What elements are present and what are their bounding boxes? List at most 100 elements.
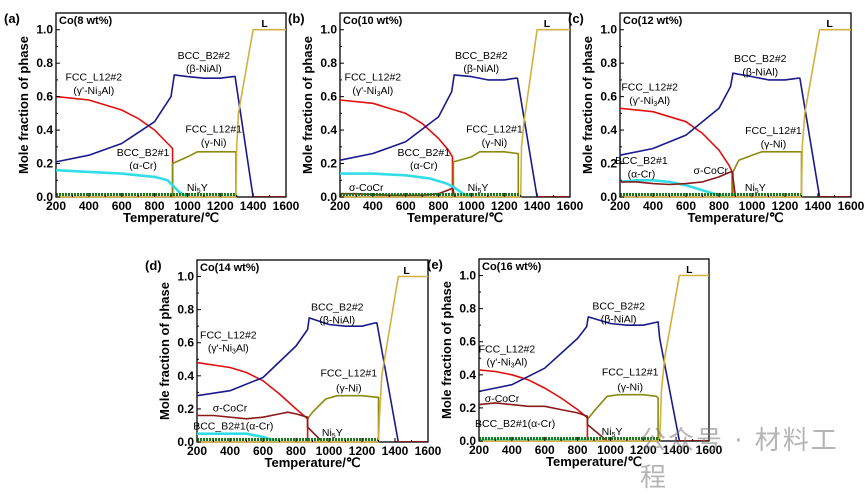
watermark: 公众号 · 材料工程 <box>640 426 839 493</box>
y-axis-label: Mole fraction of phase <box>580 36 595 174</box>
phase-annotation: (γ-Ni) <box>617 381 643 393</box>
y-tick-label: 0.0 <box>600 190 617 204</box>
series-line-fcc-l12-1 <box>452 151 520 197</box>
phase-annotation: σ-CoCr <box>694 165 729 177</box>
phase-annotation: σ-CoCr <box>349 182 384 194</box>
phase-annotation: FCC_L12#2 <box>65 72 122 84</box>
y-axis-label: Mole fraction of phase <box>157 282 172 420</box>
x-tick-label: 1200 <box>207 199 234 213</box>
series-line-bcc-b2-2 <box>196 317 400 443</box>
phase-annotation: (γ'-Ni3Al) <box>208 343 249 356</box>
series-line--cocr <box>620 171 737 198</box>
phase-annotation: L <box>826 18 833 30</box>
phase-annotation: (γ-Ni) <box>336 382 362 394</box>
series-line-bcc-b2-2 <box>619 72 821 198</box>
x-tick-label: 1000 <box>739 199 766 213</box>
y-tick-label: 0.2 <box>600 157 617 171</box>
phase-annotation: FCC_L12#1 <box>745 125 802 137</box>
x-tick-label: 1600 <box>557 199 584 213</box>
y-tick-label: 0.8 <box>320 56 337 70</box>
series-line-bcc-b2-1 <box>55 168 189 199</box>
panel-label: (e) <box>427 257 443 272</box>
series-line-fcc-l12-1 <box>732 151 803 197</box>
x-tick-label: 1000 <box>316 444 343 458</box>
x-tick-label: 1600 <box>696 443 723 457</box>
panel-title: Co(14 wt%) <box>200 262 260 274</box>
phase-annotation: Ni5Y <box>187 182 208 195</box>
x-tick-label: 200 <box>187 444 207 458</box>
y-axis-label: Mole fraction of phase <box>300 36 315 174</box>
y-tick-label: 0.0 <box>177 435 194 449</box>
phase-annotation: L <box>261 18 268 30</box>
x-tick-label: 200 <box>610 199 630 213</box>
series-line-l <box>340 28 570 198</box>
x-tick-label: 400 <box>643 199 663 213</box>
phase-annotation: (γ-Ni) <box>482 137 508 149</box>
y-tick-label: 0.4 <box>320 123 337 137</box>
panel-c: 200 400 600 800 1000 1200 1400 1600 0.0 0.2 0.4 0.6… <box>568 11 865 225</box>
phase-fraction-figure: 200 400 600 800 1000 1200 1400 1600 0.0 0.2 0.4 0.6… <box>4 11 865 470</box>
phase-annotation: (β-NiAl) <box>601 314 637 326</box>
x-tick-label: 400 <box>502 443 522 457</box>
panel-label: (a) <box>4 11 20 26</box>
x-tick-label: 400 <box>363 199 383 213</box>
x-tick-label: 400 <box>79 199 99 213</box>
phase-annotation: L <box>686 264 693 276</box>
panel-title: Co(10 wt%) <box>343 15 403 27</box>
phase-annotation: (β-NiAl) <box>463 63 499 75</box>
series-line-fcc-l12-2 <box>339 99 454 197</box>
series-line-fcc-l12-1 <box>171 151 237 197</box>
phase-annotation: L <box>403 265 410 277</box>
x-tick-label: 1200 <box>772 199 799 213</box>
y-tick-label: 0.2 <box>177 402 194 416</box>
series-line-l <box>197 275 428 443</box>
phase-annotation: (γ-Ni) <box>761 138 787 150</box>
x-tick-label: 1400 <box>240 199 267 213</box>
series-line-bcc-b2-2 <box>478 316 681 442</box>
phase-annotation: BCC_B2#2 <box>311 301 364 313</box>
phase-annotation: FCC_L12#1 <box>320 368 377 380</box>
phase-annotation: BCC_B2#1 <box>398 147 451 159</box>
x-tick-label: 800 <box>286 444 306 458</box>
phase-annotation: FCC_L12#1 <box>602 367 659 379</box>
x-tick-label: 600 <box>112 199 132 213</box>
y-axis-label: Mole fraction of phase <box>439 281 454 419</box>
panel-a: 200 400 600 800 1000 1200 1400 1600 0.0 0.2 0.4 0.6… <box>4 11 300 225</box>
x-tick-label: 1000 <box>174 199 201 213</box>
x-tick-label: 1400 <box>805 199 832 213</box>
x-tick-label: 400 <box>220 444 240 458</box>
y-tick-label: 0.8 <box>600 56 617 70</box>
panel-d: 200 400 600 800 1000 1200 1400 1600 0.0 0.2 0.4 0.6… <box>145 258 442 470</box>
x-tick-label: 200 <box>46 199 66 213</box>
y-tick-label: 0.4 <box>459 368 476 382</box>
phase-annotation: Ni5Y <box>602 426 623 439</box>
y-tick-label: 0.8 <box>459 302 476 316</box>
y-tick-label: 0.0 <box>320 190 337 204</box>
phase-annotation: BCC_B2#2 <box>734 53 787 65</box>
phase-annotation: BCC_B2#1(α-Cr) <box>475 418 555 430</box>
phase-annotation: Ni5Y <box>468 182 489 195</box>
y-axis-label: Mole fraction of phase <box>16 36 31 174</box>
y-tick-label: 0.2 <box>36 157 53 171</box>
y-tick-label: 0.6 <box>459 335 476 349</box>
y-tick-label: 0.4 <box>177 369 194 383</box>
phase-annotation: FCC_L12#1 <box>466 123 523 135</box>
y-tick-label: 0.4 <box>600 123 617 137</box>
phase-annotation: (γ'-Ni3Al) <box>73 85 114 98</box>
series-line-l <box>56 28 286 198</box>
series-line-fcc-l12-2 <box>55 95 174 197</box>
phase-annotation: BCC_B2#2 <box>455 50 508 62</box>
x-tick-label: 1200 <box>630 443 657 457</box>
panel-b: 200 400 600 800 1000 1200 1400 1600 0.0 0.2 0.4 0.6… <box>288 11 584 225</box>
panel-label: (d) <box>145 258 162 273</box>
y-tick-label: 0.8 <box>177 303 194 317</box>
phase-annotation: (α-Cr) <box>129 160 157 172</box>
x-tick-label: 1600 <box>273 199 300 213</box>
x-tick-label: 800 <box>145 199 165 213</box>
y-tick-label: 1.0 <box>177 270 194 284</box>
phase-annotation: FCC_L12#1 <box>185 123 242 135</box>
phase-annotation: σ-CoCr <box>213 402 248 414</box>
phase-annotation: L <box>544 18 551 30</box>
x-tick-label: 1400 <box>382 444 409 458</box>
y-tick-label: 0.6 <box>600 90 617 104</box>
